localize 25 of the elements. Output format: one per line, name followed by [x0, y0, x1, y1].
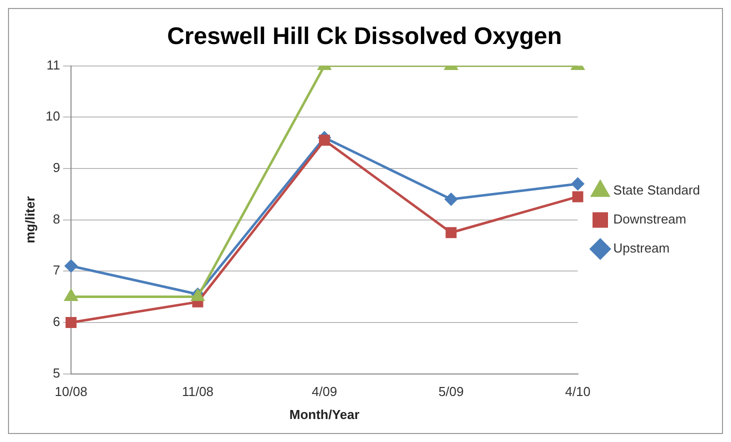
- point: [66, 316, 77, 328]
- x-axis-title: Month/Year: [289, 406, 360, 422]
- chart-title: Creswell Hill Ck Dissolved Oxygen: [167, 23, 562, 50]
- point: [444, 193, 458, 206]
- point: [318, 134, 330, 146]
- point: [64, 290, 78, 302]
- x-tick-label: 4/10: [565, 384, 590, 400]
- y-tick-label: 7: [52, 262, 60, 278]
- point: [446, 227, 457, 238]
- x-tick-label: 4/09: [312, 384, 338, 400]
- y-tick-label: 8: [52, 211, 60, 226]
- y-tick-label: 6: [52, 314, 60, 330]
- x-tick-label: 5/09: [438, 384, 464, 400]
- legend-label: Upstream: [613, 240, 670, 256]
- point: [572, 191, 584, 202]
- x-tick-label: 11/08: [182, 384, 214, 400]
- y-tick-label: 11: [46, 57, 60, 72]
- y-tick-label: 10: [46, 108, 60, 124]
- legend-label: Downstream: [613, 212, 686, 227]
- y-axis-title: mg/liter: [22, 196, 38, 244]
- x-tick-label: 10/08: [54, 384, 88, 400]
- y-tick-label: 5: [52, 365, 60, 380]
- y-tick-label: 9: [52, 160, 60, 176]
- point: [572, 178, 584, 190]
- legend-label: State Standard: [613, 182, 700, 198]
